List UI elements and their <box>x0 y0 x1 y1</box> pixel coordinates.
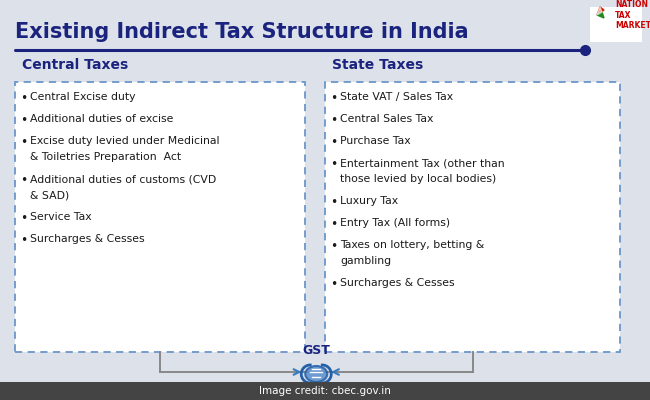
Text: •: • <box>330 158 337 171</box>
Text: •: • <box>330 218 337 231</box>
Text: Additional duties of excise: Additional duties of excise <box>30 114 174 124</box>
Text: •: • <box>20 114 27 127</box>
Text: •: • <box>20 212 27 225</box>
FancyBboxPatch shape <box>15 82 305 352</box>
Text: Additional duties of customs (CVD: Additional duties of customs (CVD <box>30 174 216 184</box>
Text: Purchase Tax: Purchase Tax <box>340 136 411 146</box>
Text: those levied by local bodies): those levied by local bodies) <box>340 174 496 184</box>
Text: Excise duty levied under Medicinal: Excise duty levied under Medicinal <box>30 136 220 146</box>
Text: Existing Indirect Tax Structure in India: Existing Indirect Tax Structure in India <box>15 22 469 42</box>
Text: •: • <box>20 136 27 149</box>
Text: Taxes on lottery, betting &: Taxes on lottery, betting & <box>340 240 484 250</box>
Text: Central Taxes: Central Taxes <box>22 58 128 72</box>
Text: Entertainment Tax (other than: Entertainment Tax (other than <box>340 158 504 168</box>
Text: •: • <box>330 92 337 105</box>
Text: Surcharges & Cesses: Surcharges & Cesses <box>30 234 144 244</box>
Text: State Taxes: State Taxes <box>332 58 423 72</box>
Bar <box>0 382 650 400</box>
Text: Service Tax: Service Tax <box>30 212 92 222</box>
Text: •: • <box>330 114 337 127</box>
Text: Central Excise duty: Central Excise duty <box>30 92 135 102</box>
Text: Image credit: cbec.gov.in: Image credit: cbec.gov.in <box>259 386 391 396</box>
Text: Luxury Tax: Luxury Tax <box>340 196 398 206</box>
FancyBboxPatch shape <box>590 7 642 42</box>
Text: NATION
TAX
MARKET: NATION TAX MARKET <box>615 0 650 30</box>
Text: •: • <box>20 174 27 187</box>
Text: Surcharges & Cesses: Surcharges & Cesses <box>340 278 454 288</box>
Text: Central Sales Tax: Central Sales Tax <box>340 114 434 124</box>
Text: Entry Tax (All forms): Entry Tax (All forms) <box>340 218 450 228</box>
Text: & Toiletries Preparation  Act: & Toiletries Preparation Act <box>30 152 181 162</box>
Text: •: • <box>330 136 337 149</box>
Text: & SAD): & SAD) <box>30 190 70 200</box>
Text: GST: GST <box>302 344 330 357</box>
Text: •: • <box>330 278 337 291</box>
Polygon shape <box>597 7 604 15</box>
Text: •: • <box>20 234 27 247</box>
Text: •: • <box>20 92 27 105</box>
Ellipse shape <box>306 366 327 382</box>
Polygon shape <box>597 7 602 15</box>
Text: •: • <box>330 240 337 253</box>
Text: State VAT / Sales Tax: State VAT / Sales Tax <box>340 92 453 102</box>
FancyBboxPatch shape <box>325 82 620 352</box>
Polygon shape <box>597 12 604 18</box>
Text: •: • <box>330 196 337 209</box>
Text: gambling: gambling <box>340 256 391 266</box>
